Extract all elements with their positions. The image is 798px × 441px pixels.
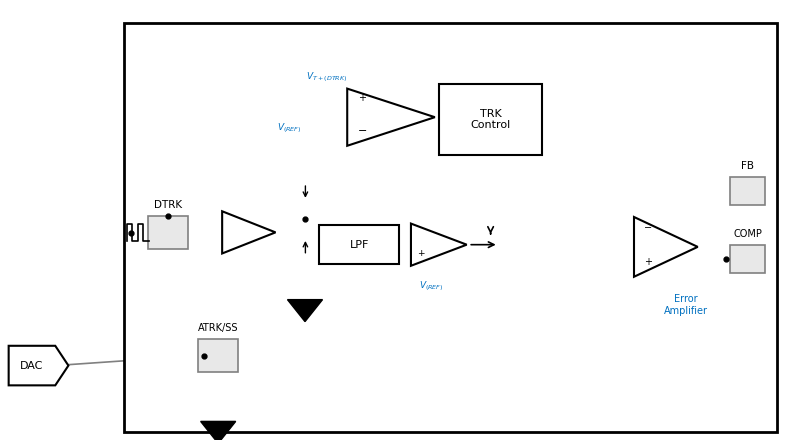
Polygon shape [200, 422, 235, 441]
Text: $V_{T+(DTRK)}$: $V_{T+(DTRK)}$ [306, 71, 347, 84]
Polygon shape [287, 299, 322, 321]
Bar [439, 84, 543, 154]
Text: COMP: COMP [733, 229, 762, 239]
Text: −: − [358, 126, 367, 136]
Bar [319, 225, 399, 265]
Bar [124, 22, 777, 431]
Text: TRK
Control: TRK Control [471, 108, 511, 130]
Text: $V_{(REF)}$: $V_{(REF)}$ [419, 279, 443, 293]
Text: Error
Amplifier: Error Amplifier [664, 294, 708, 316]
Bar [148, 216, 188, 249]
Text: LPF: LPF [350, 239, 369, 250]
Text: −: − [643, 223, 652, 233]
Text: +: + [417, 249, 425, 258]
Text: ATRK/SS: ATRK/SS [198, 323, 239, 333]
Text: FB: FB [741, 161, 754, 171]
Polygon shape [411, 224, 467, 266]
Polygon shape [347, 89, 435, 146]
Text: DAC: DAC [20, 361, 43, 370]
Bar [729, 245, 765, 273]
Text: +: + [358, 93, 365, 104]
Bar [198, 339, 238, 372]
Text: $V_{(REF)}$: $V_{(REF)}$ [277, 121, 302, 135]
Text: +: + [643, 257, 651, 267]
Bar [729, 176, 765, 205]
Polygon shape [634, 217, 697, 277]
Polygon shape [222, 211, 275, 254]
Text: DTRK: DTRK [154, 199, 182, 209]
Polygon shape [9, 346, 69, 385]
